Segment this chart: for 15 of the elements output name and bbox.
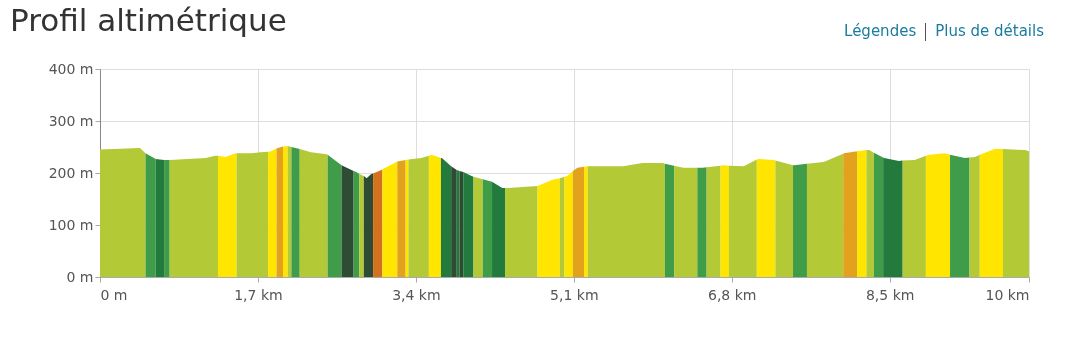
y-tick-label: 400 m	[48, 60, 94, 77]
x-tick-label: 3,4 km	[392, 286, 441, 303]
text: Plus de détails	[935, 22, 1044, 40]
y-tick-label: 0 m	[66, 268, 94, 285]
y-tick-label: 300 m	[48, 112, 94, 129]
x-tick-label: 5,1 km	[550, 286, 599, 303]
y-tick-label: 100 m	[48, 216, 94, 233]
y-tick-label: 200 m	[48, 164, 94, 181]
x-tick-label: 0 m	[100, 286, 128, 303]
x-tick-label: 8,5 km	[865, 286, 915, 303]
x-tick-label: 1,7 km	[234, 286, 283, 303]
text: Légendes	[844, 22, 917, 40]
x-tick-label: 10 km	[985, 286, 1030, 303]
chart-title: Profil altimétrique	[10, 2, 287, 38]
x-tick-label: 6,8 km	[707, 286, 757, 303]
